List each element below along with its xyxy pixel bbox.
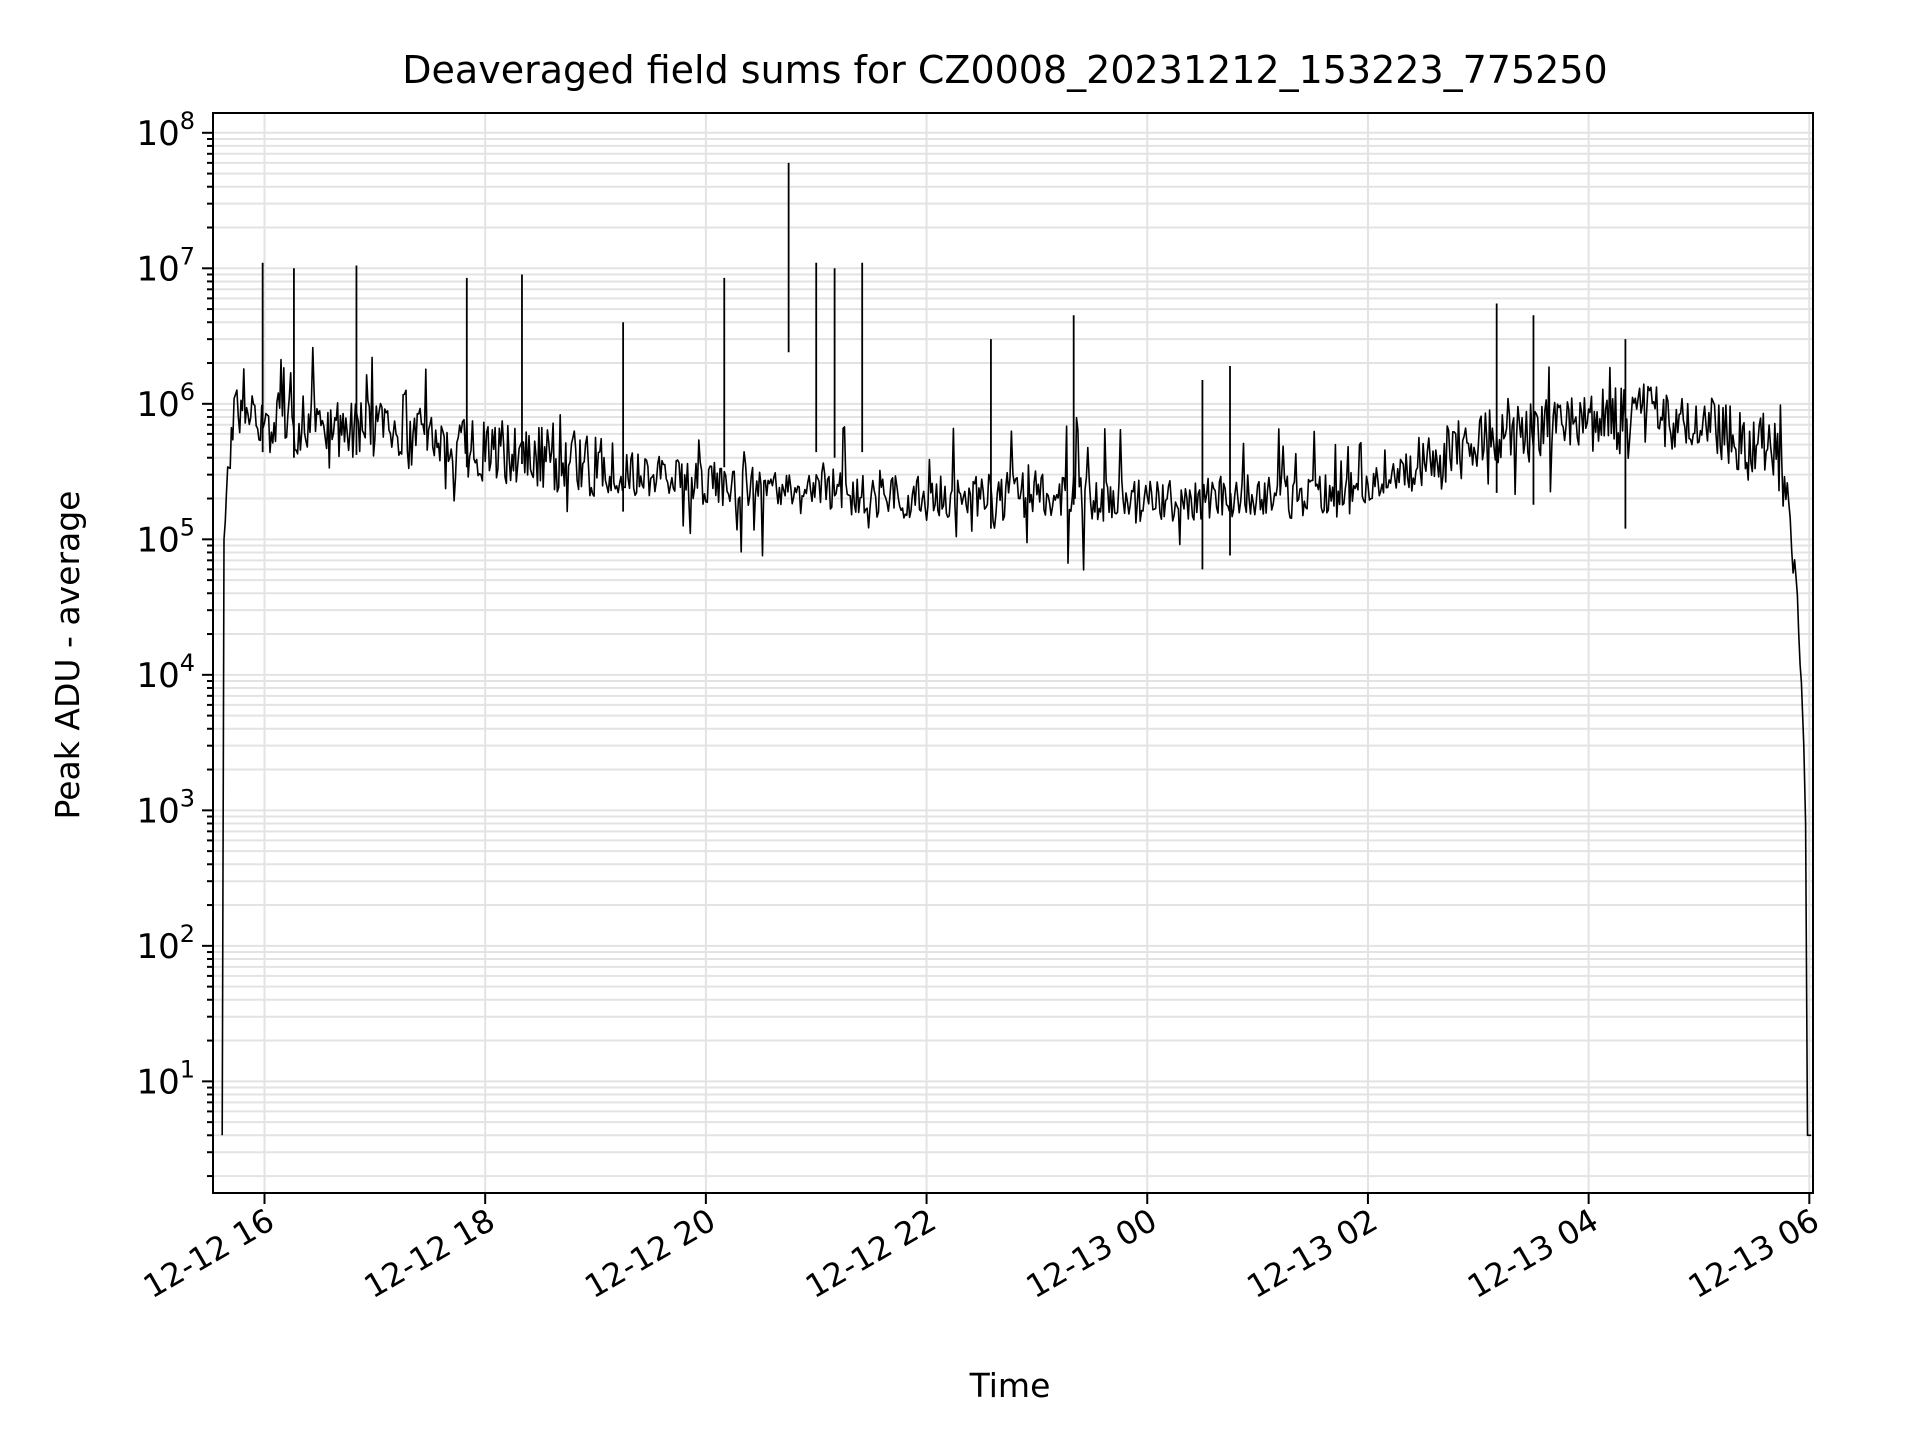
y-tick-label: 106 [136, 378, 195, 425]
y-tick-label: 105 [136, 513, 195, 560]
y-axis: 101 102 103 104 105 106 107 108 [136, 107, 213, 1178]
y-tick-label: 103 [136, 784, 195, 831]
data-series-line [221, 346, 1812, 1137]
x-tick-label: 12-12 16 [137, 1201, 281, 1306]
x-tick-label: 12-13 00 [1020, 1201, 1164, 1306]
x-tick-label: 12-13 06 [1682, 1201, 1826, 1306]
y-tick-label: 104 [136, 649, 195, 696]
y-tick-label: 107 [136, 242, 195, 289]
x-tick-label: 12-13 02 [1240, 1201, 1384, 1306]
x-axis: 12-12 16 12-12 18 12-12 20 12-12 22 12-13 00… [137, 1193, 1825, 1306]
x-tick-label: 12-12 18 [358, 1201, 502, 1306]
y-tick-label: 102 [136, 920, 195, 967]
chart-title: Deaveraged field sums for CZ0008_2023121… [402, 48, 1607, 92]
x-tick-label: 12-13 04 [1461, 1201, 1605, 1306]
plot-frame [212, 112, 1814, 1194]
data-layer [221, 162, 1812, 1137]
x-tick-label: 12-12 22 [799, 1201, 943, 1306]
x-tick-label: 12-12 20 [578, 1201, 722, 1306]
y-axis-label: Peak ADU - average [48, 491, 87, 820]
x-axis-label: Time [969, 1366, 1051, 1405]
grid-lines [213, 113, 1813, 1193]
y-tick-label: 108 [136, 107, 195, 154]
y-tick-label: 101 [136, 1055, 195, 1102]
